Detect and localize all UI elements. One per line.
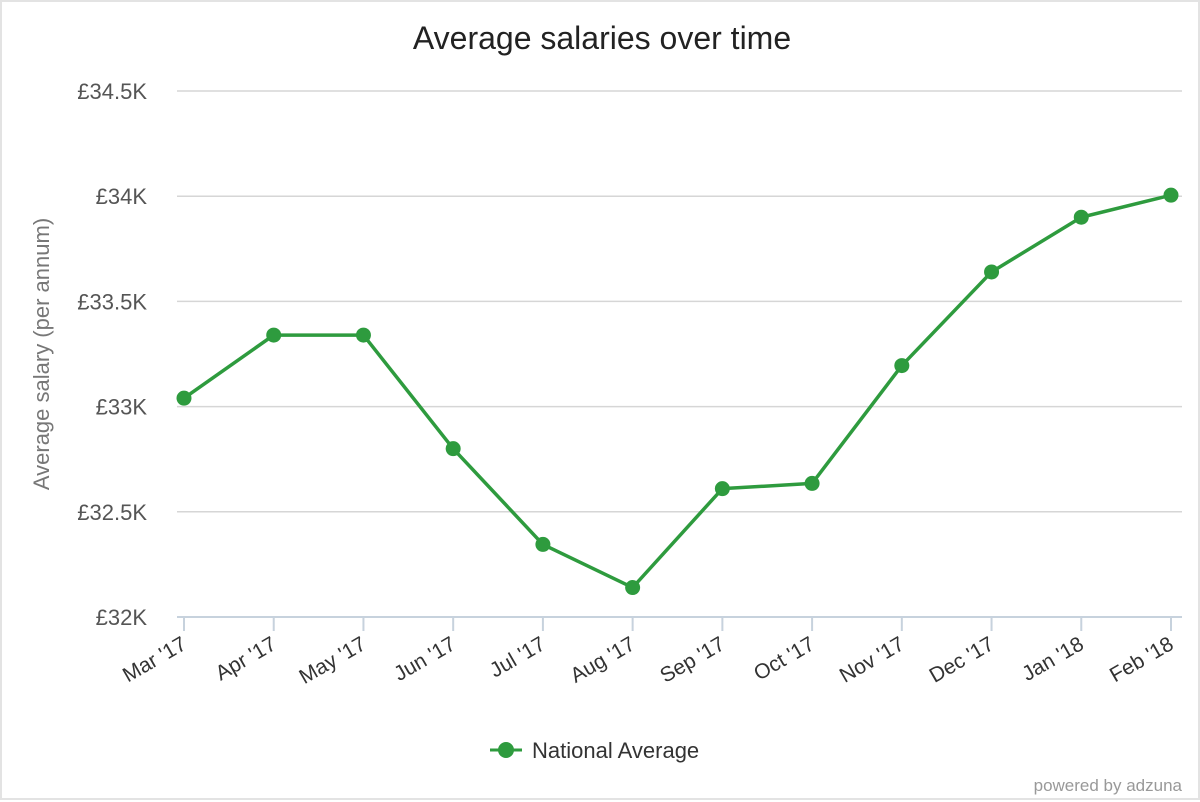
legend-marker-symbol bbox=[498, 742, 514, 758]
x-tick-label: Nov '17 bbox=[836, 632, 909, 687]
x-tick-label: Jul '17 bbox=[486, 632, 550, 682]
y-axis-label: Average salary (per annum) bbox=[29, 218, 54, 490]
data-point[interactable] bbox=[355, 327, 371, 343]
x-tick-label: Jun '17 bbox=[390, 632, 460, 685]
data-point[interactable] bbox=[1163, 187, 1179, 203]
x-tick-label: Apr '17 bbox=[212, 632, 281, 685]
x-tick-label: May '17 bbox=[295, 632, 370, 688]
data-point[interactable] bbox=[535, 536, 551, 552]
y-tick-label: £32K bbox=[96, 605, 148, 630]
x-tick-label: Jan '18 bbox=[1018, 632, 1088, 685]
y-tick-label: £34K bbox=[96, 184, 148, 209]
y-tick-label: £33K bbox=[96, 395, 148, 420]
data-point[interactable] bbox=[804, 475, 820, 491]
data-point[interactable] bbox=[894, 358, 910, 374]
x-tick-label: Feb '18 bbox=[1106, 632, 1178, 687]
data-point[interactable] bbox=[176, 390, 192, 406]
x-tick-label: Dec '17 bbox=[925, 632, 998, 687]
data-point[interactable] bbox=[714, 481, 730, 497]
data-point[interactable] bbox=[266, 327, 282, 343]
chart-title: Average salaries over time bbox=[413, 20, 791, 56]
x-tick-label: Aug '17 bbox=[567, 632, 640, 687]
series-national-average[interactable] bbox=[176, 187, 1179, 596]
data-point[interactable] bbox=[625, 580, 641, 596]
y-axis-ticks: £32K £32.5K £33K £33.5K £34K £34.5K bbox=[77, 79, 147, 630]
data-point[interactable] bbox=[984, 264, 1000, 280]
series-line[interactable] bbox=[182, 193, 1172, 590]
y-tick-label: £32.5K bbox=[77, 500, 147, 525]
grid-lines bbox=[177, 90, 1182, 513]
y-tick-label: £34.5K bbox=[77, 79, 147, 104]
x-tick-label: Oct '17 bbox=[750, 632, 819, 685]
x-tick-label: Mar '17 bbox=[119, 632, 191, 687]
legend-label[interactable]: National Average bbox=[532, 738, 699, 763]
powered-by-credit[interactable]: powered by adzuna bbox=[1034, 776, 1183, 795]
x-tick-label: Sep '17 bbox=[656, 632, 729, 687]
x-axis-ticks: Mar '17 Apr '17 May '17 Jun '17 Jul '17 Aug '… bbox=[119, 617, 1178, 689]
y-tick-label: £33.5K bbox=[77, 289, 147, 314]
data-point[interactable] bbox=[445, 441, 461, 457]
data-point[interactable] bbox=[1073, 209, 1089, 225]
legend[interactable]: National Average bbox=[490, 738, 699, 763]
